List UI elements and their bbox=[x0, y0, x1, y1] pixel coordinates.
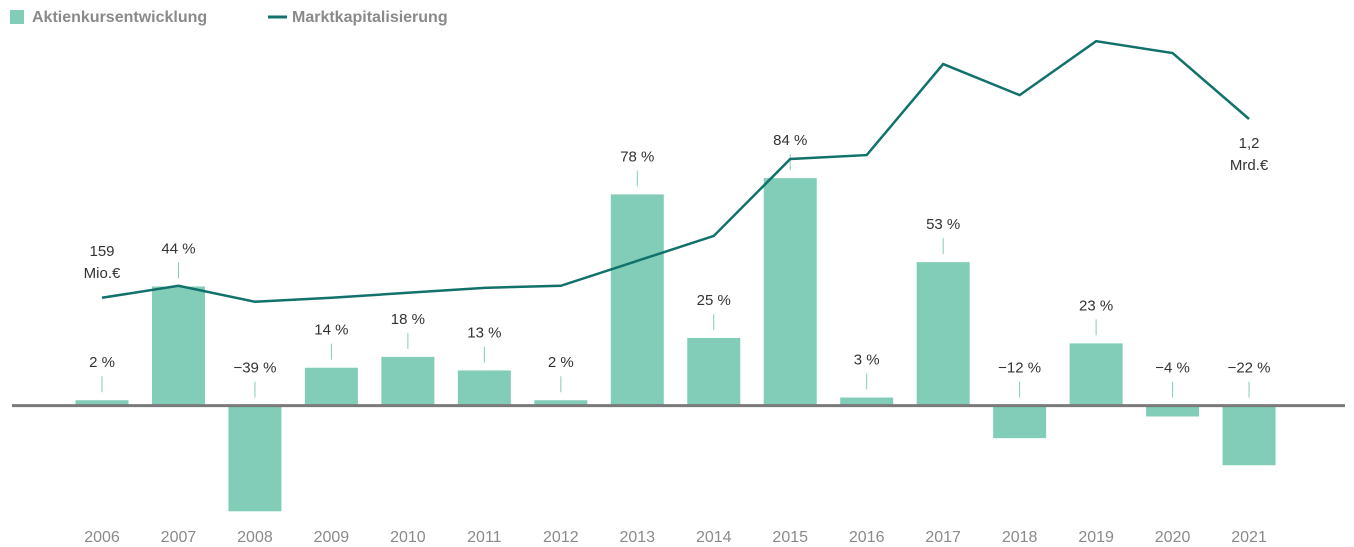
x-tick-label: 2012 bbox=[543, 529, 579, 546]
data-label: 18 % bbox=[391, 311, 425, 328]
bar bbox=[228, 405, 282, 512]
bar bbox=[457, 370, 511, 406]
bar bbox=[610, 194, 664, 406]
bar bbox=[1069, 343, 1123, 406]
bar bbox=[687, 337, 741, 406]
x-tick-label: 2008 bbox=[237, 529, 273, 546]
x-tick-label: 2007 bbox=[161, 529, 197, 546]
data-label: 14 % bbox=[314, 322, 348, 339]
data-label: 2 % bbox=[89, 354, 115, 371]
data-label: 84 % bbox=[773, 132, 807, 149]
x-tick-label: 2015 bbox=[772, 529, 808, 546]
bar bbox=[381, 356, 435, 406]
bar bbox=[1222, 405, 1276, 466]
data-label: 53 % bbox=[926, 216, 960, 233]
data-label: 44 % bbox=[161, 240, 195, 257]
bar bbox=[151, 286, 205, 406]
x-tick-label: 2018 bbox=[1002, 529, 1038, 546]
bar bbox=[840, 397, 894, 406]
x-tick-label: 2010 bbox=[390, 529, 426, 546]
x-tick-label: 2021 bbox=[1231, 529, 1267, 546]
data-label: −4 % bbox=[1155, 360, 1190, 377]
data-label: 13 % bbox=[467, 324, 501, 341]
data-label: 3 % bbox=[854, 352, 880, 369]
bar bbox=[916, 262, 970, 406]
x-tick-label: 2020 bbox=[1155, 529, 1191, 546]
x-tick-label: 2019 bbox=[1078, 529, 1114, 546]
bar bbox=[304, 367, 358, 406]
legend-label: Marktkapitalisierung bbox=[292, 9, 448, 26]
x-tick-label: 2011 bbox=[467, 529, 502, 546]
data-label: 23 % bbox=[1079, 297, 1113, 314]
bar bbox=[763, 178, 817, 406]
x-tick-label: 2017 bbox=[925, 529, 961, 546]
x-tick-label: 2013 bbox=[619, 529, 655, 546]
legend-label: Aktienkursentwicklung bbox=[32, 9, 207, 26]
data-label: 78 % bbox=[620, 148, 654, 165]
data-label: −22 % bbox=[1228, 360, 1271, 377]
data-label: 25 % bbox=[697, 292, 731, 309]
line-label: 1,2 Mrd.€ bbox=[1229, 135, 1269, 174]
x-tick-label: 2009 bbox=[314, 529, 350, 546]
legend-swatch bbox=[10, 10, 24, 24]
bar bbox=[534, 400, 588, 406]
x-tick-label: 2014 bbox=[696, 529, 732, 546]
line bbox=[101, 39, 1250, 303]
bar bbox=[75, 400, 129, 406]
line-label: 159 Mio.€ bbox=[83, 242, 121, 282]
bar bbox=[1146, 405, 1200, 417]
x-tick-label: 2006 bbox=[84, 529, 120, 546]
bar bbox=[993, 405, 1047, 439]
data-label: 2 % bbox=[548, 354, 574, 371]
data-label: −12 % bbox=[998, 360, 1041, 377]
data-label: −39 % bbox=[233, 360, 276, 377]
x-tick-label: 2016 bbox=[849, 529, 885, 546]
